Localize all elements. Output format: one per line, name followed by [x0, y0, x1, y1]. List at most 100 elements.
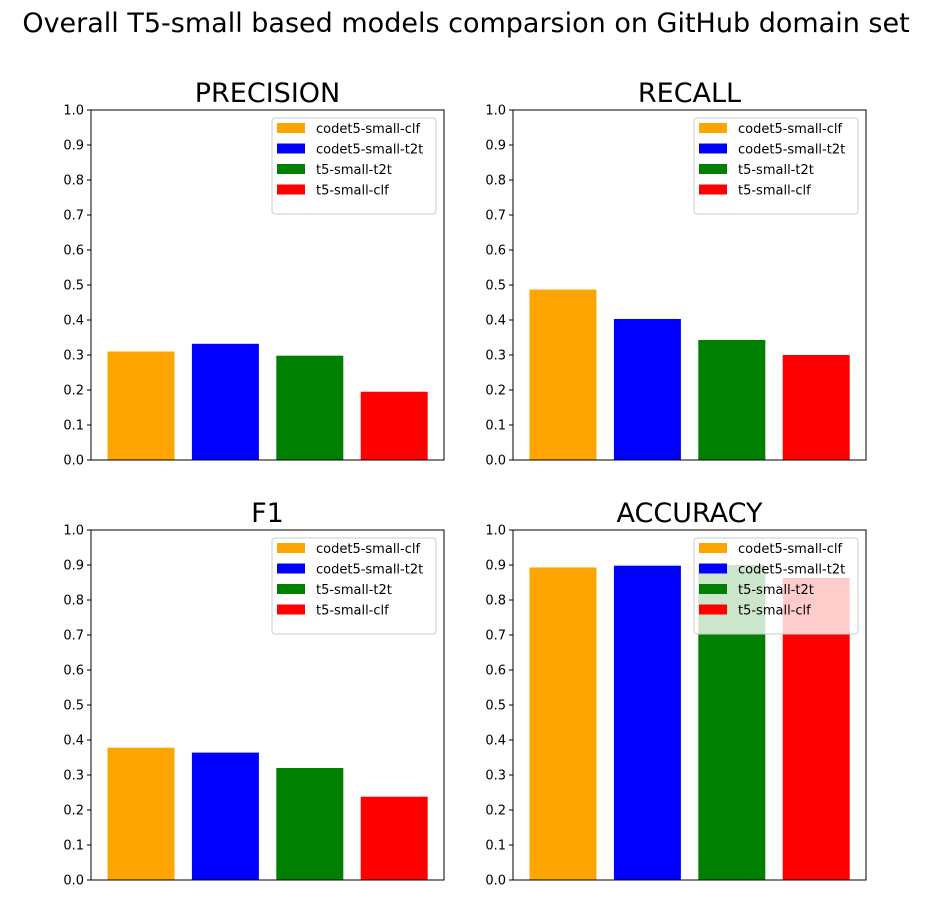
- recall-legend: codet5-small-clf codet5-small-t2t t5-small…: [693, 117, 859, 215]
- accuracy-legend-swatch: [699, 584, 727, 594]
- f1-ytick-label: 0.6: [63, 664, 84, 679]
- recall-bar-t5-small-t2t: [698, 339, 766, 460]
- precision-ytick-label: 0.9: [63, 139, 84, 154]
- f1-legend-label: t5-small-t2t: [316, 583, 392, 598]
- precision-bar-codet5-small-t2t: [191, 343, 259, 460]
- recall-bar-codet5-small-t2t: [613, 318, 681, 460]
- recall-legend-box: [693, 117, 859, 215]
- accuracy-ytick-label: 0.3: [485, 769, 506, 784]
- f1-legend-label: codet5-small-clf: [316, 542, 420, 557]
- f1-panel: F1 0.0 0.1 0.2 0.3 0.4 0.5 0.6 0.7 0.8 0.9 1.0 codet…: [63, 498, 445, 889]
- recall-bar-codet5-small-clf: [529, 289, 597, 460]
- f1-ytick-label: 0.4: [63, 734, 84, 749]
- accuracy-bar-codet5-small-clf: [529, 567, 597, 880]
- recall-legend-swatch: [699, 143, 727, 154]
- f1-legend-label: codet5-small-t2t: [316, 563, 423, 578]
- accuracy-legend-box: [693, 537, 859, 635]
- precision-legend-label: t5-small-clf: [316, 184, 389, 199]
- precision-legend-swatch: [277, 164, 305, 174]
- f1-bar-t5-small-t2t: [276, 768, 344, 880]
- subplot-grid: PRECISION 0.0 0.1 0.2 0.3 0.4 0.5 0.6 0.7 0.8 0.9 1…: [63, 78, 867, 889]
- f1-ytick-label: 0.8: [63, 594, 84, 609]
- accuracy-legend-label: codet5-small-clf: [738, 542, 842, 557]
- f1-ytick-label: 0.7: [63, 629, 84, 644]
- recall-bar-t5-small-clf: [782, 355, 850, 460]
- f1-bar-codet5-small-t2t: [191, 752, 259, 880]
- f1-ytick-label: 1.0: [63, 524, 84, 539]
- precision-legend-label: t5-small-t2t: [316, 163, 392, 178]
- f1-ytick-label: 0.0: [63, 874, 84, 889]
- accuracy-ytick-label: 0.1: [485, 839, 506, 854]
- precision-legend-box: [271, 117, 437, 215]
- recall-ytick-label: 0.4: [485, 314, 506, 329]
- figure-title: Overall T5-small based models comparsion…: [22, 8, 909, 39]
- precision-legend-label: codet5-small-clf: [316, 122, 420, 137]
- f1-title: F1: [251, 498, 284, 529]
- recall-ytick-label: 1.0: [485, 104, 506, 119]
- recall-legend-swatch: [699, 123, 727, 133]
- precision-legend-label: codet5-small-t2t: [316, 143, 423, 158]
- f1-ytick-label: 0.3: [63, 769, 84, 784]
- accuracy-title: ACCURACY: [617, 498, 764, 529]
- recall-ytick-label: 0.8: [485, 174, 506, 189]
- accuracy-ytick-label: 0.8: [485, 594, 506, 609]
- accuracy-ytick-label: 0.2: [485, 804, 506, 819]
- recall-ytick-label: 0.7: [485, 209, 506, 224]
- accuracy-ytick-label: 0.9: [485, 559, 506, 574]
- recall-ytick-label: 0.6: [485, 244, 506, 259]
- accuracy-panel: ACCURACY 0.0 0.1 0.2 0.3 0.4 0.5 0.6 0.7 0.8 0.9 1.…: [485, 498, 867, 889]
- accuracy-bar-codet5-small-t2t: [613, 565, 681, 880]
- precision-ytick-label: 0.7: [63, 209, 84, 224]
- f1-ytick-label: 0.1: [63, 839, 84, 854]
- recall-legend-label: t5-small-t2t: [738, 163, 814, 178]
- precision-legend-swatch: [277, 184, 305, 195]
- recall-title: RECALL: [638, 78, 741, 109]
- accuracy-legend-label: t5-small-t2t: [738, 583, 814, 598]
- accuracy-legend-swatch: [699, 543, 727, 553]
- f1-bar-codet5-small-clf: [107, 747, 175, 880]
- precision-ytick-label: 0.5: [63, 279, 84, 294]
- f1-ytick-label: 0.9: [63, 559, 84, 574]
- f1-bar-t5-small-clf: [360, 796, 428, 880]
- recall-ytick-label: 0.2: [485, 384, 506, 399]
- recall-legend-swatch: [699, 184, 727, 195]
- accuracy-legend-label: codet5-small-t2t: [738, 563, 845, 578]
- f1-legend-box: [271, 537, 437, 635]
- f1-ytick-label: 0.2: [63, 804, 84, 819]
- precision-ytick-label: 0.6: [63, 244, 84, 259]
- accuracy-ytick-label: 0.7: [485, 629, 506, 644]
- precision-ytick-label: 1.0: [63, 104, 84, 119]
- recall-ytick-label: 0.1: [485, 419, 506, 434]
- accuracy-ytick-label: 0.5: [485, 699, 506, 714]
- f1-legend-swatch: [277, 563, 305, 574]
- f1-legend-swatch: [277, 543, 305, 553]
- precision-bar-t5-small-t2t: [276, 355, 344, 460]
- f1-ytick-label: 0.5: [63, 699, 84, 714]
- recall-ytick-label: 0.9: [485, 139, 506, 154]
- accuracy-legend-label: t5-small-clf: [738, 604, 811, 619]
- precision-ytick-label: 0.0: [63, 454, 84, 469]
- precision-ytick-label: 0.2: [63, 384, 84, 399]
- precision-bar-codet5-small-clf: [107, 351, 175, 460]
- precision-ytick-label: 0.8: [63, 174, 84, 189]
- f1-legend-swatch: [277, 584, 305, 594]
- accuracy-ytick-label: 0.6: [485, 664, 506, 679]
- recall-legend-label: codet5-small-t2t: [738, 143, 845, 158]
- precision-legend-swatch: [277, 123, 305, 133]
- precision-title: PRECISION: [195, 78, 340, 109]
- f1-legend: codet5-small-clf codet5-small-t2t t5-small…: [271, 537, 437, 635]
- accuracy-ytick-label: 0.4: [485, 734, 506, 749]
- recall-ytick-label: 0.0: [485, 454, 506, 469]
- precision-ytick-label: 0.4: [63, 314, 84, 329]
- recall-legend-label: t5-small-clf: [738, 184, 811, 199]
- recall-ytick-label: 0.3: [485, 349, 506, 364]
- recall-legend-swatch: [699, 164, 727, 174]
- f1-legend-label: t5-small-clf: [316, 604, 389, 619]
- accuracy-ytick-label: 1.0: [485, 524, 506, 539]
- precision-legend: codet5-small-clf codet5-small-t2t t5-small…: [271, 117, 437, 215]
- f1-legend-swatch: [277, 604, 305, 615]
- recall-legend-label: codet5-small-clf: [738, 122, 842, 137]
- precision-ytick-label: 0.1: [63, 419, 84, 434]
- recall-ytick-label: 0.5: [485, 279, 506, 294]
